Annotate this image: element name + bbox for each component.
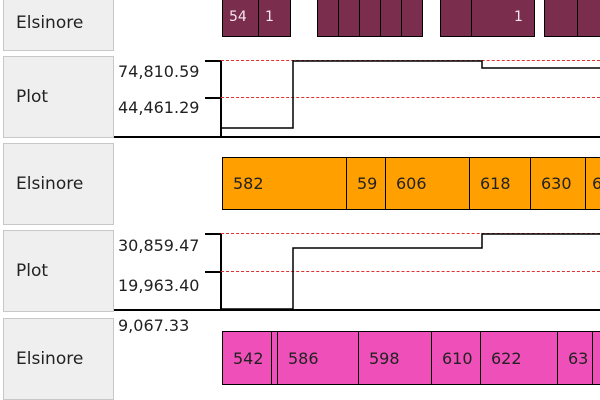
threshold-line-mid xyxy=(221,271,600,272)
track-segment[interactable]: 1 xyxy=(471,0,535,37)
segment-label: 1 xyxy=(265,8,274,25)
plot-tick-mark xyxy=(205,97,221,99)
track-segment[interactable]: 54 xyxy=(222,0,259,37)
segment-label: 622 xyxy=(491,348,522,368)
plot-tick-mark xyxy=(205,271,221,273)
track-segment[interactable]: 59 xyxy=(346,157,386,210)
segment-label: 54 xyxy=(229,8,247,25)
plot-tick-high: 30,859.47 xyxy=(118,236,200,255)
threshold-line-high xyxy=(221,233,600,234)
track-label-text: Plot xyxy=(16,261,49,281)
plot-tick-mark xyxy=(205,60,221,62)
track-segment[interactable]: 630 xyxy=(530,157,586,210)
threshold-line-mid xyxy=(221,97,600,98)
segment-label: 606 xyxy=(396,174,427,193)
segment-label: 610 xyxy=(442,348,473,368)
segment-label: 542 xyxy=(233,348,264,368)
segment-label: 598 xyxy=(369,348,400,368)
segment-label: 582 xyxy=(233,174,264,193)
row-divider xyxy=(114,309,600,311)
segment-label: 1 xyxy=(514,8,523,25)
track-segment[interactable] xyxy=(544,0,578,37)
track-segment[interactable] xyxy=(359,0,381,37)
segment-label: 6 xyxy=(592,174,600,193)
plot-tick-mid: 44,461.29 xyxy=(118,98,200,117)
track-segment[interactable] xyxy=(317,0,339,37)
segment-label: 586 xyxy=(288,348,319,368)
track-segment[interactable]: 6 xyxy=(585,157,600,210)
track-segment[interactable] xyxy=(380,0,402,37)
track-segment[interactable] xyxy=(577,0,600,37)
track-segment[interactable]: 542 xyxy=(222,331,272,385)
track-label-text: Elsinore xyxy=(16,349,84,369)
row-divider xyxy=(114,136,600,138)
segment-label: 63 xyxy=(568,348,589,368)
track-label-text: Elsinore xyxy=(16,12,84,33)
track-segment[interactable]: 1 xyxy=(258,0,291,37)
track-segment[interactable]: 582 xyxy=(222,157,347,210)
plot-tick-mark xyxy=(205,233,221,235)
track-segment[interactable]: 63 xyxy=(557,331,593,385)
plot-tick-high: 74,810.59 xyxy=(118,62,200,81)
track-label-elsinore-1[interactable]: Elsinore xyxy=(3,0,114,51)
plot-axis xyxy=(220,60,222,137)
segment-label: 630 xyxy=(541,174,572,193)
track-segment[interactable]: 586 xyxy=(277,331,359,385)
track-segment[interactable] xyxy=(401,0,423,37)
track-label-text: Plot xyxy=(16,87,49,107)
track-segment[interactable]: 622 xyxy=(480,331,558,385)
segment-label: 618 xyxy=(480,174,511,193)
track-label-elsinore-3[interactable]: Elsinore xyxy=(3,318,114,400)
track-segment[interactable] xyxy=(440,0,472,37)
track-segment[interactable]: 598 xyxy=(358,331,432,385)
track-segment[interactable] xyxy=(338,0,360,37)
segment-label: 59 xyxy=(357,174,378,193)
track-label-text: Elsinore xyxy=(16,174,84,194)
plot-tick-mid: 19,963.40 xyxy=(118,276,200,295)
track-segment[interactable] xyxy=(592,331,600,385)
track-segment[interactable]: 606 xyxy=(385,157,470,210)
track-label-elsinore-2[interactable]: Elsinore xyxy=(3,143,114,225)
track-label-plot-2[interactable]: Plot xyxy=(3,230,114,312)
track-segment[interactable]: 610 xyxy=(431,331,481,385)
plot-tick-low: 9,067.33 xyxy=(118,316,190,335)
track-segment[interactable]: 618 xyxy=(469,157,531,210)
track-label-plot-1[interactable]: Plot xyxy=(3,56,114,138)
